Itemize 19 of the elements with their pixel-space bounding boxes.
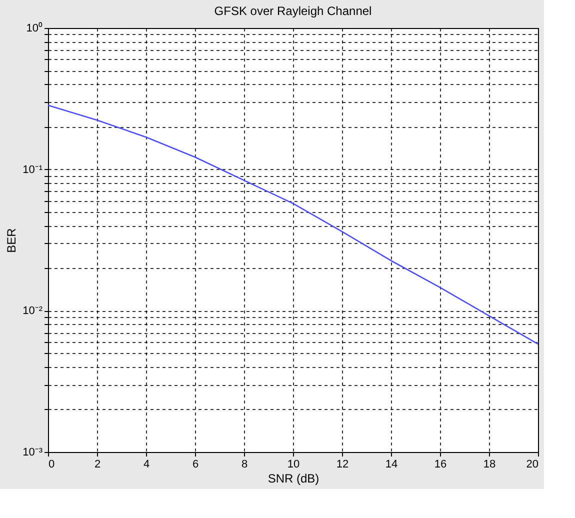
x-tick-label: 12	[336, 458, 349, 470]
x-axis-title: SNR (dB)	[268, 472, 320, 486]
y-tick-label: 10⁻²	[22, 305, 43, 318]
x-tick-label: 20	[526, 458, 538, 470]
x-tick-label: 0	[48, 458, 55, 470]
x-tick-label: 6	[192, 458, 199, 470]
chart-title: GFSK over Rayleigh Channel	[214, 4, 372, 18]
x-tick-label: 10	[287, 458, 300, 470]
y-axis-title: BER	[4, 228, 19, 253]
x-tick-label: 4	[143, 458, 150, 470]
line-series	[47, 104, 539, 345]
y-tick-label: 10⁻³	[22, 446, 43, 458]
x-tick-label: 8	[241, 458, 248, 470]
x-tick-label: 14	[385, 458, 398, 470]
x-tick-label: 2	[94, 458, 101, 470]
y-tick-label: 10⁻¹	[22, 164, 43, 176]
x-tick-label: 18	[483, 458, 496, 470]
x-tick-label: 16	[434, 458, 447, 470]
y-tick-label: 10⁰	[26, 22, 42, 34]
